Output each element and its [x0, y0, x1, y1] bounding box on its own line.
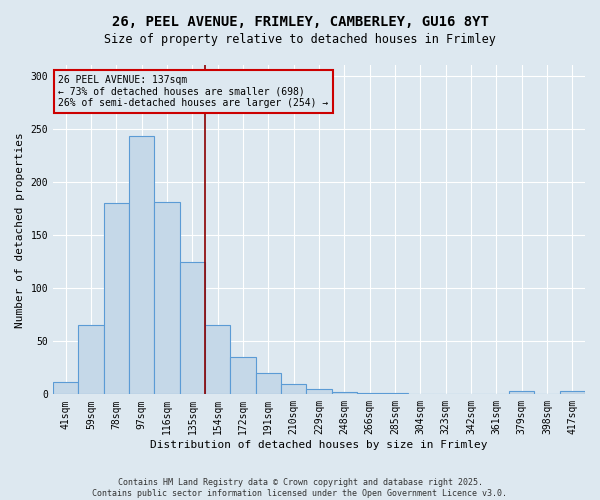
Y-axis label: Number of detached properties: Number of detached properties [15, 132, 25, 328]
Bar [129, 136, 154, 394]
Bar [332, 392, 357, 394]
Bar [79, 326, 104, 394]
Bar [154, 202, 179, 394]
Bar [205, 326, 230, 394]
Bar [53, 382, 79, 394]
Bar [560, 391, 585, 394]
Text: 26, PEEL AVENUE, FRIMLEY, CAMBERLEY, GU16 8YT: 26, PEEL AVENUE, FRIMLEY, CAMBERLEY, GU1… [112, 15, 488, 29]
X-axis label: Distribution of detached houses by size in Frimley: Distribution of detached houses by size … [150, 440, 488, 450]
Bar [509, 391, 535, 394]
Bar [307, 389, 332, 394]
Text: Contains HM Land Registry data © Crown copyright and database right 2025.
Contai: Contains HM Land Registry data © Crown c… [92, 478, 508, 498]
Bar [179, 262, 205, 394]
Bar [256, 373, 281, 394]
Bar [104, 203, 129, 394]
Text: Size of property relative to detached houses in Frimley: Size of property relative to detached ho… [104, 32, 496, 46]
Bar [230, 357, 256, 395]
Text: 26 PEEL AVENUE: 137sqm
← 73% of detached houses are smaller (698)
26% of semi-de: 26 PEEL AVENUE: 137sqm ← 73% of detached… [58, 75, 329, 108]
Bar [281, 384, 307, 394]
